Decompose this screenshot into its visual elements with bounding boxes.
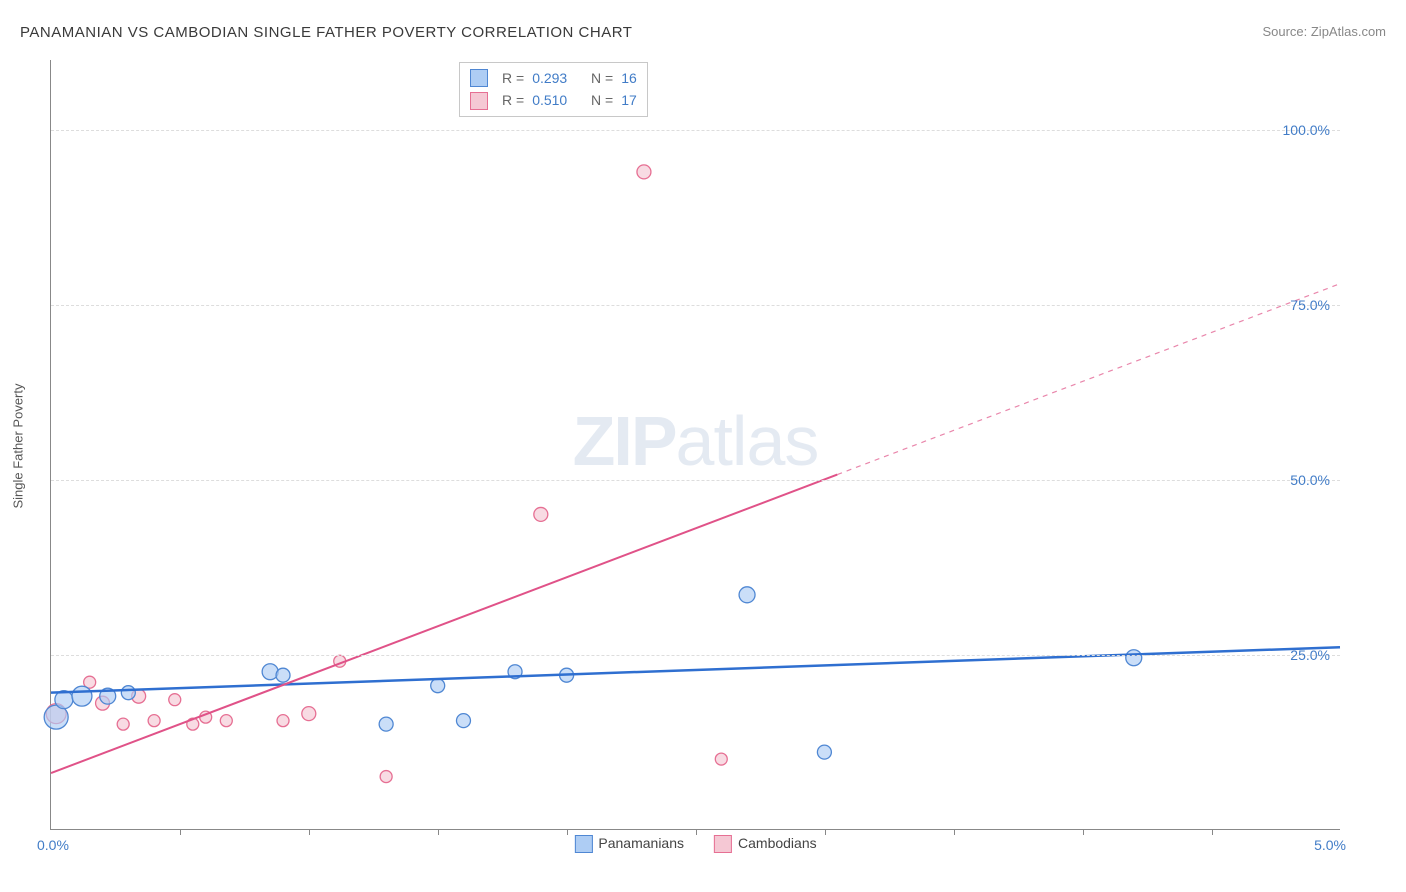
x-tick: [1212, 829, 1213, 835]
y-axis-label: Single Father Poverty: [11, 383, 26, 508]
n-value: 16: [621, 67, 637, 89]
y-tick-label: 25.0%: [1290, 647, 1330, 663]
source-label: Source: ZipAtlas.com: [1262, 24, 1386, 39]
legend-item: Panamanians: [574, 835, 684, 853]
plot-area: ZIPatlas R = 0.293 N = 16R = 0.510 N = 1…: [50, 60, 1340, 830]
x-axis-min-label: 0.0%: [37, 837, 69, 853]
x-tick: [180, 829, 181, 835]
gridline: [51, 305, 1340, 306]
n-label: N =: [591, 67, 613, 89]
gridline: [51, 655, 1340, 656]
legend-swatch: [470, 69, 488, 87]
scatter-plot: [51, 60, 1340, 829]
y-tick-label: 50.0%: [1290, 472, 1330, 488]
x-tick: [1083, 829, 1084, 835]
chart-container: PANAMANIAN VS CAMBODIAN SINGLE FATHER PO…: [0, 0, 1406, 892]
n-label: N =: [591, 89, 613, 111]
r-label: R =: [502, 89, 524, 111]
n-value: 17: [621, 89, 637, 111]
legend-item: Cambodians: [714, 835, 817, 853]
legend-row: R = 0.510 N = 17: [470, 89, 637, 111]
r-value: 0.293: [532, 67, 567, 89]
x-tick: [567, 829, 568, 835]
legend-swatch: [574, 835, 592, 853]
gridline: [51, 480, 1340, 481]
gridline: [51, 130, 1340, 131]
legend-swatch: [714, 835, 732, 853]
legend-swatch: [470, 92, 488, 110]
x-axis-max-label: 5.0%: [1314, 837, 1346, 853]
correlation-legend: R = 0.293 N = 16R = 0.510 N = 17: [459, 62, 648, 117]
legend-label: Panamanians: [598, 835, 684, 851]
x-tick: [696, 829, 697, 835]
legend-row: R = 0.293 N = 16: [470, 67, 637, 89]
chart-title: PANAMANIAN VS CAMBODIAN SINGLE FATHER PO…: [20, 24, 632, 41]
r-label: R =: [502, 67, 524, 89]
series-legend: Panamanians Cambodians: [574, 835, 816, 853]
x-tick: [954, 829, 955, 835]
x-tick: [825, 829, 826, 835]
legend-label: Cambodians: [738, 835, 817, 851]
y-tick-label: 100.0%: [1283, 122, 1330, 138]
x-tick: [309, 829, 310, 835]
r-value: 0.510: [532, 89, 567, 111]
x-tick: [438, 829, 439, 835]
y-tick-label: 75.0%: [1290, 297, 1330, 313]
